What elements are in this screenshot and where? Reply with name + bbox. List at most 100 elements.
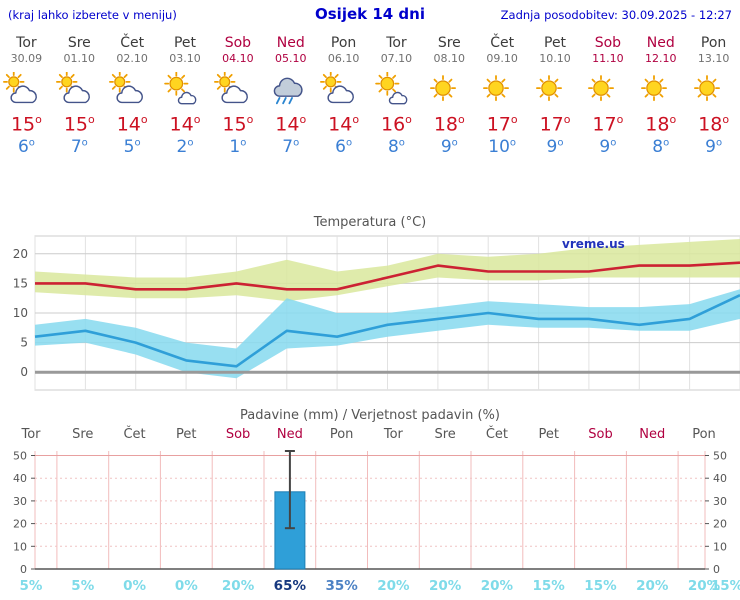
max-temperature: 18o xyxy=(698,113,730,136)
precipitation-chart: Padavine (mm) / Verjetnost padavin (%) T… xyxy=(0,408,740,598)
day-name: Čet xyxy=(490,35,515,51)
sunny-icon xyxy=(634,72,687,110)
max-temperature: 17o xyxy=(539,113,571,136)
precipitation-chart-title: Padavine (mm) / Verjetnost padavin (%) xyxy=(240,408,500,423)
rain-icon xyxy=(264,72,317,110)
min-temperature-range xyxy=(35,289,740,379)
partly-cloudy-icon xyxy=(317,72,370,110)
day-date: 07.10 xyxy=(380,52,413,65)
temperature-plot: 0 5 10 15 20 vreme.us xyxy=(13,235,740,391)
max-temperature: 14o xyxy=(169,113,201,136)
day-column-09.10: Čet 09.10 17o 10o xyxy=(476,31,529,173)
precip-probability: 20% xyxy=(636,578,669,594)
partly-cloudy-icon xyxy=(0,72,53,110)
day-column-04.10: Sob 04.10 15o 1o xyxy=(211,31,264,173)
day-date: 30.09 xyxy=(10,52,43,65)
day-name: Pon xyxy=(330,35,357,51)
day-column-30.09: Tor 30.09 15o 6o xyxy=(0,31,53,173)
min-temperature: 9o xyxy=(599,137,617,158)
svg-text:0: 0 xyxy=(713,563,720,575)
precip-day-label: Čet xyxy=(485,427,509,442)
forecast-strip: Tor 30.09 15o 6o Sre 01.10 15o 7o Čet 02.10 14o 5o P… xyxy=(0,31,740,173)
precip-day-label: Sob xyxy=(588,427,613,442)
day-name: Sre xyxy=(437,35,461,51)
day-column-07.10: Tor 07.10 16o 8o xyxy=(370,31,423,173)
svg-text:0: 0 xyxy=(20,365,28,379)
day-date: 09.10 xyxy=(486,52,518,65)
day-date: 08.10 xyxy=(433,52,466,65)
precip-probability: 5% xyxy=(71,578,95,594)
min-temperature: 9o xyxy=(440,137,458,158)
day-column-03.10: Pet 03.10 14o 2o xyxy=(159,31,212,173)
temperature-chart: Temperatura (°C) 0 5 10 15 20 vreme.us xyxy=(0,215,740,400)
precip-probability: 20% xyxy=(428,578,462,594)
precipitation-plot: 0 0 10 10 20 20 30 30 40 40 50 50 xyxy=(13,450,727,576)
precip-probability: 15% xyxy=(532,578,565,594)
svg-text:15: 15 xyxy=(13,276,28,290)
max-temperature: 16o xyxy=(380,113,412,136)
precip-probability: 35% xyxy=(325,578,358,594)
max-temperature: 15o xyxy=(63,113,95,136)
min-temperature-line xyxy=(34,294,740,368)
day-column-12.10: Ned 12.10 18o 8o xyxy=(634,31,687,173)
day-name: Sre xyxy=(67,35,91,51)
precip-probability: 20% xyxy=(221,578,255,594)
svg-text:40: 40 xyxy=(13,472,27,485)
min-temperature: 7o xyxy=(282,137,300,158)
day-date: 11.10 xyxy=(592,52,624,65)
mostly-sunny-icon xyxy=(159,72,212,110)
precip-day-label: Pon xyxy=(329,427,354,442)
precip-probability: 20% xyxy=(480,578,514,594)
svg-text:20: 20 xyxy=(713,518,727,531)
day-name: Tor xyxy=(386,35,407,51)
sunny-icon xyxy=(581,72,634,110)
day-date: 05.10 xyxy=(274,52,307,65)
precip-day-label: Sob xyxy=(225,427,251,442)
day-date: 13.10 xyxy=(697,52,730,65)
precip-probability: 0% xyxy=(123,578,146,594)
precip-day-axis: Tor Sre Čet Pet Sob Ned Pon Tor Sre Čet Pet Sob Ned P… xyxy=(0,427,740,445)
day-column-08.10: Sre 08.10 18o 9o xyxy=(423,31,476,173)
svg-text:10: 10 xyxy=(13,306,28,320)
max-temperature: 18o xyxy=(433,113,465,136)
day-column-10.10: Pet 10.10 17o 9o xyxy=(529,31,582,173)
svg-text:20: 20 xyxy=(13,518,27,531)
page-title: Osijek 14 dni xyxy=(315,5,425,23)
day-column-11.10: Sob 11.10 17o 9o xyxy=(581,31,634,173)
min-temperature: 5o xyxy=(123,137,141,158)
day-date: 03.10 xyxy=(169,52,201,65)
day-column-01.10: Sre 01.10 15o 7o xyxy=(53,31,106,173)
min-temperature: 6o xyxy=(17,137,35,158)
day-name: Pet xyxy=(173,35,197,51)
day-date: 02.10 xyxy=(116,52,148,65)
min-temperature: 2o xyxy=(176,137,194,158)
menu-hint: (kraj lahko izberete v meniju) xyxy=(8,8,177,22)
day-name: Ned xyxy=(276,35,305,51)
day-name: Čet xyxy=(120,35,145,51)
partly-cloudy-icon xyxy=(106,72,159,110)
max-temperature: 18o xyxy=(645,113,677,136)
sunny-icon xyxy=(687,72,740,110)
svg-text:30: 30 xyxy=(13,495,27,508)
temperature-chart-title: Temperatura (°C) xyxy=(313,215,427,230)
svg-text:50: 50 xyxy=(713,450,727,463)
day-column-13.10: Pon 13.10 18o 9o xyxy=(687,31,740,173)
min-temperature: 6o xyxy=(335,137,353,158)
precip-probability: 15% xyxy=(584,578,617,594)
mostly-sunny-icon xyxy=(370,72,423,110)
day-name: Ned xyxy=(646,35,675,51)
day-column-05.10: Ned 05.10 14o 7o xyxy=(264,31,317,173)
precip-day-label: Pet xyxy=(538,427,559,442)
precip-day-label: Tor xyxy=(21,427,41,442)
precip-day-label: Tor xyxy=(383,427,403,442)
day-name: Sob xyxy=(224,35,252,51)
max-temperature-line xyxy=(35,261,740,291)
sunny-icon xyxy=(423,72,476,110)
day-date: 04.10 xyxy=(222,52,254,65)
precip-day-label: Ned xyxy=(639,427,666,442)
max-temperature: 15o xyxy=(10,113,42,136)
precip-probability: 20% xyxy=(687,578,721,594)
svg-text:10: 10 xyxy=(713,540,727,553)
svg-text:0: 0 xyxy=(20,563,27,575)
